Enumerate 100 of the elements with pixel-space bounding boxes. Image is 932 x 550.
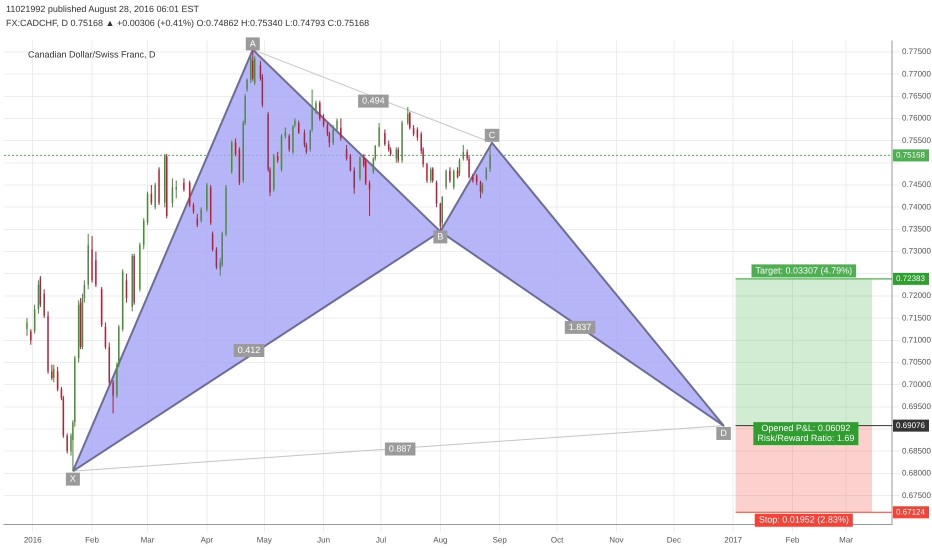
y-tick-label: 0.76000	[902, 114, 932, 123]
ref-line-label: 0.72383	[896, 274, 926, 284]
x-tick-label: Nov	[609, 535, 624, 544]
candlestick	[188, 180, 190, 208]
candlestick	[172, 178, 174, 208]
candlestick	[489, 147, 491, 172]
candlestick	[359, 156, 361, 182]
candlestick	[440, 202, 442, 232]
candlestick	[298, 120, 300, 134]
y-tick-label: 0.67500	[902, 490, 932, 500]
x-tick-label: Mar	[839, 535, 854, 544]
candlestick	[458, 158, 460, 177]
x-tick-label: Oct	[550, 535, 564, 544]
x-tick-label: Feb	[85, 535, 100, 544]
candlestick	[250, 56, 252, 84]
candlestick	[52, 364, 55, 383]
band-label: Target: 0.03307 (4.79%)	[756, 265, 852, 276]
y-tick-label: 0.73500	[902, 224, 932, 234]
candlestick	[43, 288, 45, 319]
candlestick	[322, 114, 324, 128]
y-tick-label: 0.70000	[902, 380, 932, 389]
y-tick-label: 0.77500	[902, 47, 932, 56]
candlestick	[175, 180, 178, 199]
y-tick-label: 0.75500	[902, 136, 932, 145]
x-tick-label: 2017	[724, 535, 743, 544]
candlestick	[482, 182, 484, 194]
candlestick	[154, 182, 156, 210]
candlestick	[212, 231, 214, 252]
y-tick-label: 0.68000	[902, 468, 932, 478]
ref-line-label: 0.75168	[896, 150, 926, 160]
annotation: A	[250, 38, 256, 48]
y-tick-label: 0.74500	[902, 180, 932, 190]
candlestick	[288, 133, 290, 152]
candlestick	[412, 124, 414, 137]
annotation: 1.837	[568, 322, 592, 332]
candlestick	[397, 146, 400, 164]
candlestick	[336, 118, 338, 132]
candlestick	[384, 129, 386, 146]
annotation: 0.887	[388, 443, 412, 454]
x-tick-label: Mar	[140, 535, 155, 544]
annotation: B	[437, 231, 444, 242]
candlestick	[445, 168, 447, 190]
candlestick	[449, 166, 451, 184]
y-tick-label: 0.71000	[902, 335, 932, 344]
x-tick-label: Dec	[666, 535, 681, 544]
candlestick	[432, 166, 434, 184]
candlestick	[30, 328, 32, 346]
annotation: Opened P&L: 0.06092 Risk/Reward Ratio: 1.69	[757, 423, 854, 444]
candlestick	[346, 144, 348, 162]
candlestick	[104, 322, 106, 350]
x-tick-label: 2016	[24, 535, 42, 544]
chart-subtitle: FX:CADCHF, D 0.75168 ▲ +0.00306 (+0.41%) O:0.74862 H:0.75340 L:0.74793 C:0.75168	[6, 17, 370, 30]
candlestick	[368, 180, 370, 217]
candlestick	[56, 366, 58, 392]
y-tick-label: 0.70500	[902, 358, 932, 367]
candlestick	[456, 166, 458, 179]
y-tick-label: 0.71500	[902, 313, 932, 322]
y-tick-label: 0.72000	[902, 291, 932, 300]
candlestick	[353, 166, 355, 194]
annotation: X	[70, 474, 76, 484]
candlestick	[426, 162, 428, 184]
annotation: D	[720, 428, 728, 438]
candlestick	[364, 158, 366, 186]
y-tick-label: 0.73000	[902, 246, 932, 256]
candlestick	[26, 318, 28, 336]
y-tick-label: 0.74000	[902, 202, 932, 212]
candlestick	[332, 124, 334, 146]
candlestick	[452, 168, 455, 190]
candlestick	[246, 78, 248, 92]
candlestick	[407, 106, 409, 126]
x-tick-label: Feb	[786, 535, 800, 544]
candlestick	[396, 146, 398, 164]
x-tick-label: Jul	[376, 535, 386, 544]
candlestick	[430, 166, 432, 184]
ref-line-label: 0.67124	[896, 507, 926, 516]
x-tick-label: Sep	[492, 535, 508, 544]
candlestick	[51, 364, 53, 381]
candlestick	[480, 180, 482, 199]
candlestick	[216, 246, 218, 270]
band-label: Stop: 0.01952 (2.83%)	[758, 514, 849, 525]
candlestick	[408, 111, 410, 130]
y-tick-label: 0.76500	[902, 91, 932, 100]
candlestick	[486, 166, 488, 182]
ref-line-label: 0.69076	[896, 420, 926, 430]
candlestick	[196, 213, 198, 228]
annotation: C	[488, 130, 496, 140]
candlestick	[276, 151, 278, 164]
candlestick	[315, 100, 317, 115]
candlestick	[183, 178, 185, 192]
text: 11021992 published August 28, 2016 06:01 EST	[6, 4, 199, 14]
candlestick	[462, 144, 464, 162]
candlestick	[34, 304, 36, 334]
candlestick	[234, 138, 236, 157]
annotation: 0.494	[362, 96, 385, 106]
y-tick-label: 0.69500	[902, 402, 932, 412]
x-tick-label: Jun	[317, 535, 330, 544]
candlestick	[436, 180, 438, 208]
candlestick	[126, 273, 128, 304]
candlestick	[319, 100, 321, 122]
candlestick	[252, 49, 254, 82]
